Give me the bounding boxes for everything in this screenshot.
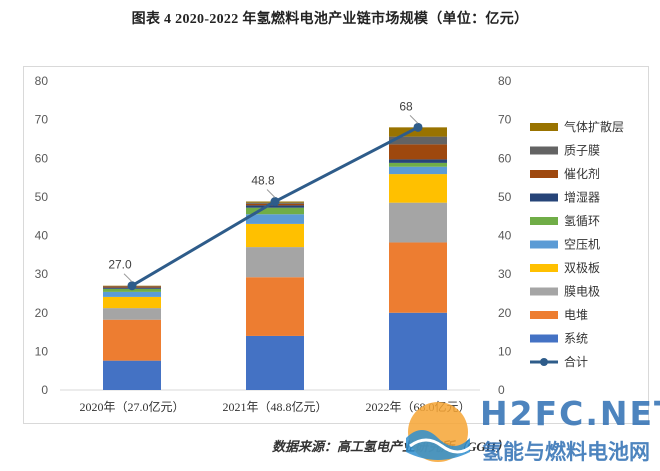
legend-swatch-增湿器 [530,193,558,202]
y-tick-right: 80 [498,74,512,88]
bar-segment-膜电极 [103,308,161,320]
bar-segment-空压机 [246,214,304,224]
bar-segment-系统 [103,360,161,390]
legend-swatch-质子膜 [530,146,558,155]
x-tick-label: 2020年（27.0亿元） [79,399,184,414]
x-tick-label: 2021年（48.8亿元） [222,399,327,414]
total-data-label: 48.8 [251,174,275,188]
watermark-brand: H2FC.NET [480,394,660,433]
chart-frame [23,66,649,424]
bar-segment-氢循环 [246,207,304,215]
legend-label: 增湿器 [564,190,600,205]
y-tick-left: 40 [35,229,49,243]
bar-segment-电堆 [103,319,161,361]
watermark-logo-icon [406,402,473,462]
total-data-label: 68 [399,99,413,113]
data-label-leader [409,114,419,124]
bar-segment-质子膜 [389,136,447,145]
data-label-leader [123,273,133,283]
chart-title: 图表 4 2020-2022 年氢燃料电池产业链市场规模（单位：亿元） [131,12,529,27]
y-tick-right: 60 [498,151,512,165]
legend-label: 氢循环 [564,213,600,228]
y-tick-right: 70 [498,113,512,127]
bar-segment-系统 [389,312,447,390]
legend-label: 系统 [564,332,588,346]
y-tick-left: 30 [35,267,49,281]
bar-segment-增湿器 [389,159,447,163]
bar-segment-电堆 [246,277,304,336]
bar-segment-双极板 [103,296,161,309]
y-tick-right: 40 [498,229,512,243]
total-line-point [127,281,137,291]
bar-segment-膜电极 [246,247,304,278]
legend-swatch-双极板 [530,264,558,272]
data-label-leader [266,189,276,198]
legend-swatch-氢循环 [530,217,558,225]
total-line-point [270,197,280,207]
y-tick-right: 10 [498,344,512,358]
y-tick-left: 50 [35,190,49,204]
watermark: H2FC.NET 氢能与燃料电池网 [392,392,660,471]
legend-swatch-空压机 [530,240,558,249]
bar-segment-膜电极 [389,202,447,243]
legend-swatch-气体扩散层 [530,123,558,131]
bar-segment-氢循环 [103,288,161,292]
legend-label: 膜电极 [564,285,600,299]
y-tick-left: 80 [35,74,49,88]
bar-segment-空压机 [389,166,447,175]
legend-label: 电堆 [564,308,588,322]
y-tick-right: 30 [498,267,512,281]
legend-label: 空压机 [564,238,600,252]
legend-label: 质子膜 [564,144,600,158]
y-tick-right: 20 [498,306,512,320]
bar-segment-增湿器 [246,205,304,208]
y-tick-right: 0 [498,383,505,397]
bar-segment-系统 [246,335,304,390]
total-data-label: 27.0 [108,258,132,272]
bar-segment-空压机 [103,291,161,297]
bar-segment-气体扩散层 [389,127,447,137]
bar-segment-双极板 [246,223,304,248]
y-tick-left: 60 [35,151,49,165]
y-tick-left: 0 [41,383,48,397]
legend-swatch-电堆 [530,311,558,319]
legend-swatch-膜电极 [530,287,558,296]
total-line-point [413,122,423,132]
legend-label: 合计 [564,354,588,369]
bar-segment-电堆 [389,242,447,313]
legend-label: 催化剂 [564,166,600,181]
y-tick-right: 50 [498,190,512,204]
bar-segment-氢循环 [389,162,447,167]
y-tick-left: 70 [35,113,49,127]
y-tick-left: 10 [35,344,49,358]
legend-label: 气体扩散层 [564,119,624,134]
legend-swatch-催化剂 [530,170,558,178]
y-tick-left: 20 [35,306,49,320]
watermark-subtitle: 氢能与燃料电池网 [482,440,650,464]
legend-marker-total [540,358,548,366]
legend-label: 双极板 [564,261,600,275]
bar-segment-催化剂 [389,144,447,160]
bar-segment-双极板 [389,174,447,203]
legend-swatch-系统 [530,334,558,343]
